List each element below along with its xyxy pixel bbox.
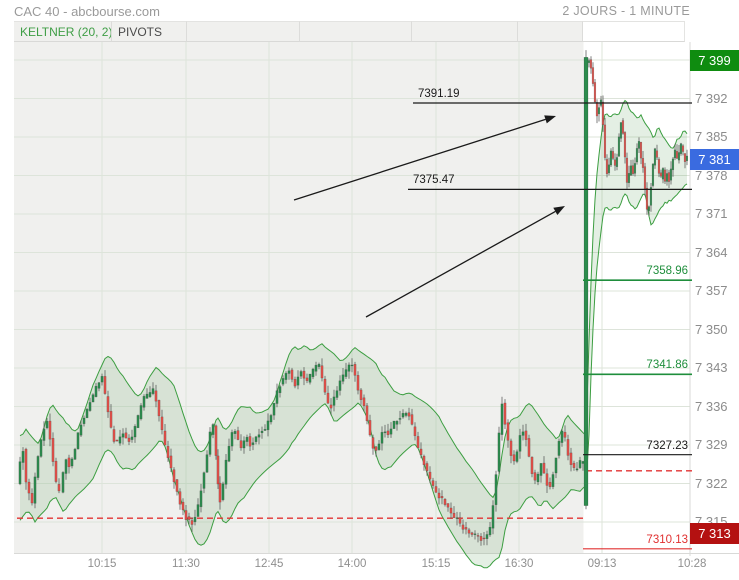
session-high-badge: 7 399: [690, 49, 739, 71]
price-tick-label: 7 378: [695, 167, 728, 183]
time-tick-label: 15:15: [421, 558, 451, 570]
indicator-button-pivots[interactable]: PIVOTS: [112, 21, 187, 42]
toolbar-empty-cell: [300, 21, 412, 42]
pivot-line-label: 7310.13: [646, 533, 688, 546]
price-tick-label: 7 336: [695, 398, 728, 414]
price-tick-label: 7 392: [695, 90, 728, 106]
toolbar-empty-cell: [583, 21, 685, 42]
price-tick-label: 7 329: [695, 437, 728, 452]
toolbar-empty-cell: [518, 21, 583, 42]
price-tick-label: 7 322: [695, 475, 728, 491]
pivot-line-label: 7327.23: [646, 439, 688, 452]
price-tick-label: 7 343: [695, 360, 728, 375]
pivot-line-label: 7341.86: [646, 359, 688, 372]
toolbar-empty-cell: [412, 21, 518, 42]
pivot-line-label: 7375.47: [413, 174, 455, 187]
time-tick-label: 12:45: [254, 558, 284, 570]
pivot-line-label: 7391.19: [418, 88, 460, 100]
price-tick-label: 7 364: [695, 244, 728, 260]
pivot-line-label: 7358.96: [646, 265, 688, 278]
timeframe-label: 2 JOURS - 1 MINUTE: [562, 4, 690, 18]
indicator-label: PIVOTS: [118, 25, 163, 39]
time-tick-label: 09:13: [587, 558, 617, 570]
time-tick-label: 14:00: [337, 558, 367, 570]
toolbar-empty-cell: [187, 21, 300, 42]
time-tick-label: 10:15: [87, 558, 117, 570]
time-tick-label: 16:30: [504, 558, 534, 570]
price-tick-label: 7 350: [695, 321, 728, 337]
indicator-label: KELTNER (20, 2): [20, 25, 112, 39]
time-tick-label: 10:28: [677, 558, 707, 570]
price-tick-label: 7 385: [695, 129, 728, 144]
indicator-button-keltner[interactable]: KELTNER (20, 2): [14, 21, 112, 42]
price-tick-label: 7 371: [695, 206, 728, 221]
session-low-badge: 7 313: [690, 522, 739, 544]
chart-title: CAC 40 - abcbourse.com: [14, 4, 160, 19]
price-tick-label: 7 357: [695, 283, 728, 298]
time-tick-label: 11:30: [172, 558, 200, 570]
last-price-badge: 7 381: [690, 148, 739, 170]
